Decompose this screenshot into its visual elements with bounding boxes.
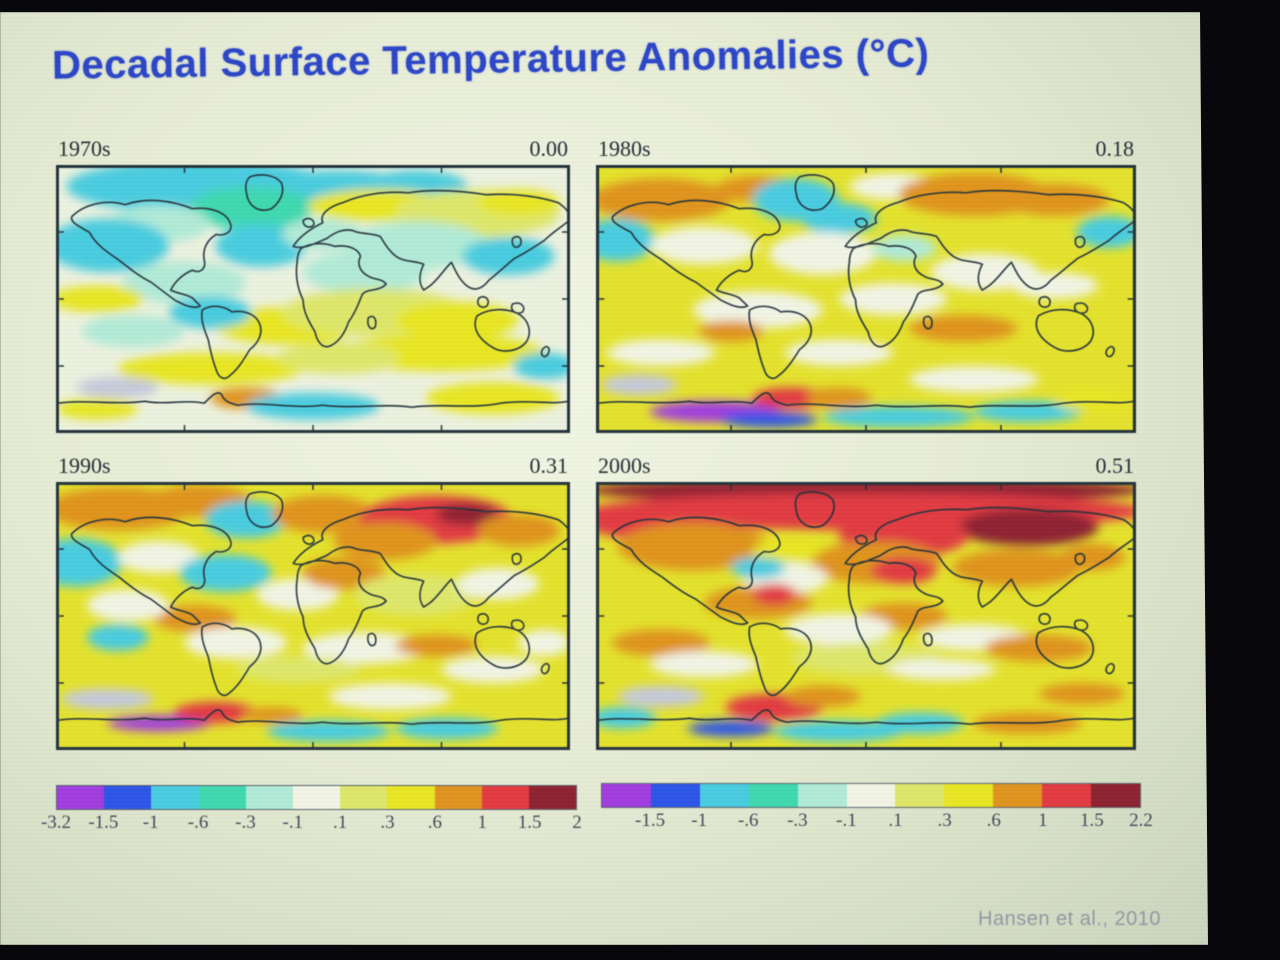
colorbar-tick-label: -1	[691, 810, 708, 831]
decadal-mean-anomaly-value: 0.31	[529, 453, 569, 478]
map-panel-header: 1970s 0.00	[56, 136, 570, 162]
colorbar-tick-label: 1	[477, 812, 488, 833]
colorbar-segment	[198, 786, 246, 809]
colorbar-segment	[895, 784, 945, 807]
colorbar-segment	[944, 784, 994, 807]
colorbar-tick-label: -1.5	[88, 812, 119, 833]
colorbar-segment	[387, 786, 435, 809]
colorbar-tick-labels: -3.2 -1.5 -1 -.6 -.3 -.1 .1 .3 .6 1 1.5 2	[41, 812, 582, 836]
colorbar-tick-label: 1	[1038, 810, 1048, 831]
colorbar-tick-label: -.6	[187, 812, 209, 833]
decadal-mean-anomaly-value: 0.18	[1095, 136, 1135, 161]
colorbar-segment	[797, 784, 847, 807]
colorbar-tick-label: .1	[333, 812, 348, 833]
decade-label: 1990s	[58, 453, 111, 478]
world-anomaly-map	[596, 165, 1136, 433]
colorbar-segment	[699, 784, 749, 807]
citation-text: Hansen et al., 2010	[978, 908, 1161, 930]
decadal-mean-anomaly-value: 0.00	[529, 136, 569, 161]
colorbar-segment	[528, 786, 577, 809]
colorbar-segment	[57, 786, 105, 809]
map-panel-1990s: 1990s 0.31	[56, 453, 570, 750]
map-panel-1980s: 1980s 0.18	[596, 136, 1136, 433]
world-anomaly-map-svg	[56, 482, 570, 750]
colorbar-segment	[1091, 784, 1140, 807]
world-anomaly-map	[596, 482, 1136, 750]
world-anomaly-map-svg	[596, 165, 1136, 433]
decadal-mean-anomaly-value: 0.51	[1095, 453, 1135, 478]
world-anomaly-map-svg	[596, 482, 1136, 750]
colorbar-tick-label: .6	[427, 812, 443, 833]
colorbar-tick-label: .1	[888, 810, 903, 831]
colorbar-tick-label: -.1	[282, 812, 304, 833]
colorbar-segment	[151, 786, 199, 809]
colorbar-tick-label: 1.5	[1080, 810, 1104, 831]
colorbar-segments	[601, 783, 1141, 808]
colorbar-segment	[602, 784, 651, 807]
colorbar-tick-label: -.3	[235, 812, 256, 833]
colorbar-segment	[1042, 784, 1092, 807]
map-panel-header: 1980s 0.18	[596, 136, 1136, 162]
colorbar-segment	[292, 786, 341, 809]
colorbar-right: -1.5 -1 -.6 -.3 -.1 .1 .3 .6 1 1.5 2.2	[601, 783, 1153, 834]
colorbar-tick-label: -3.2	[40, 812, 72, 833]
map-panel-1970s: 1970s 0.00	[56, 136, 570, 433]
colorbar-segment	[846, 784, 896, 807]
colorbar-tick-label: 1.5	[517, 812, 542, 833]
colorbar-tick-label: -.6	[737, 810, 759, 831]
map-panel-header: 2000s 0.51	[596, 453, 1136, 479]
colorbar-tick-label: -.3	[787, 810, 808, 831]
colorbar-tick-label: .6	[986, 810, 1001, 831]
decade-label: 1970s	[58, 136, 111, 161]
colorbar-tick-label: -.1	[836, 810, 857, 831]
colorbar-segment	[748, 784, 798, 807]
slide-title: Decadal Surface Temperature Anomalies (°…	[51, 31, 930, 88]
map-panel-2000s: 2000s 0.51	[596, 453, 1136, 750]
colorbar-segment	[104, 786, 152, 809]
colorbar-segment	[993, 784, 1043, 807]
maps-grid: 1970s 0.00 1980s 0.18 1990s 0.31 2000s 0.51	[56, 136, 1136, 750]
colorbar-tick-label: -1	[142, 812, 159, 833]
colorbar-segments	[56, 785, 577, 810]
colorbar-segment	[340, 786, 388, 809]
colorbar-segment	[434, 786, 482, 809]
slide-surface: Decadal Surface Temperature Anomalies (°…	[0, 12, 1208, 945]
decade-label: 2000s	[598, 453, 651, 478]
colorbar-tick-label: -1.5	[635, 810, 666, 831]
colorbar-segment	[245, 786, 293, 809]
world-anomaly-map	[56, 165, 570, 433]
colorbar-tick-label: .3	[937, 810, 952, 831]
colorbar-tick-label: .3	[380, 812, 395, 833]
colorbar-tick-label: 2.2	[1129, 810, 1153, 831]
world-anomaly-map	[56, 482, 570, 750]
colorbar-left: -3.2 -1.5 -1 -.6 -.3 -.1 .1 .3 .6 1 1.5 2	[41, 785, 582, 836]
map-panel-header: 1990s 0.31	[56, 453, 570, 479]
colorbar-tick-labels: -1.5 -1 -.6 -.3 -.1 .1 .3 .6 1 1.5 2.2	[601, 810, 1153, 834]
colorbar-tick-label: 2	[572, 812, 582, 833]
world-anomaly-map-svg	[56, 165, 570, 433]
decade-label: 1980s	[598, 136, 651, 161]
colorbar-segment	[481, 786, 529, 809]
colorbar-segment	[650, 784, 700, 807]
